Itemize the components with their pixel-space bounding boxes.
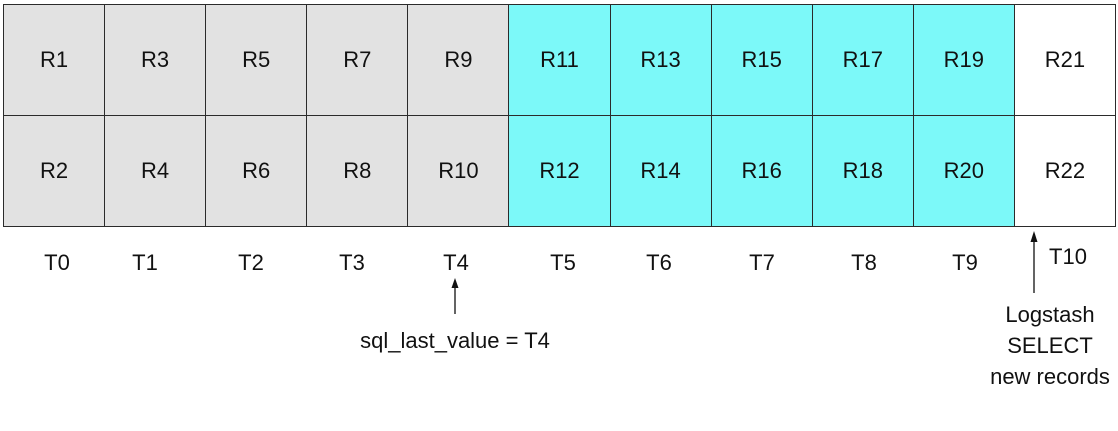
time-label: T7 (749, 250, 775, 275)
record-cell: R16 (710, 115, 813, 227)
logstash-select-note: Logstash SELECT new records (990, 299, 1110, 392)
record-cell: R17 (811, 4, 914, 116)
record-cell: R6 (205, 115, 308, 227)
time-label: T3 (339, 250, 365, 275)
record-cell: R18 (811, 115, 914, 227)
time-label: T10 (1049, 244, 1087, 269)
record-cell: R19 (912, 4, 1015, 116)
logstash-note-line: new records (990, 364, 1110, 389)
time-label: T1 (132, 250, 158, 275)
record-cell: R20 (912, 115, 1015, 227)
time-label: T4 (443, 250, 469, 275)
logstash-note-line: SELECT (1007, 333, 1093, 358)
time-label: T6 (646, 250, 672, 275)
record-cell: R15 (710, 4, 813, 116)
record-cell: R12 (508, 115, 611, 227)
record-cell: R14 (609, 115, 712, 227)
record-cell: R3 (104, 4, 207, 116)
time-label: T9 (952, 250, 978, 275)
record-cell: R2 (3, 115, 106, 227)
logstash-note-line: Logstash (1005, 302, 1095, 327)
record-cell: R10 (407, 115, 510, 227)
record-cell: R13 (609, 4, 712, 116)
sql-last-value-label: sql_last_value = T4 (360, 328, 550, 353)
record-cell: R22 (1013, 115, 1116, 227)
record-cell: R1 (3, 4, 106, 116)
time-label: T0 (44, 250, 70, 275)
logstash-arrow (1030, 231, 1038, 293)
records-grid: R1 R2 R3 R4 R5 R6 R7 R8 R9 R10 R11 R12 R13 R14 R15 R16 R… (3, 4, 1116, 227)
record-cell: R8 (306, 115, 409, 227)
sql-last-value-arrow (451, 278, 459, 314)
record-cell: R5 (205, 4, 308, 116)
record-cell: R4 (104, 115, 207, 227)
record-cell: R9 (407, 4, 510, 116)
record-cell: R7 (306, 4, 409, 116)
time-label: T8 (851, 250, 877, 275)
time-label: T2 (238, 250, 264, 275)
record-cell: R11 (508, 4, 611, 116)
record-cell: R21 (1013, 4, 1116, 116)
time-label: T5 (550, 250, 576, 275)
